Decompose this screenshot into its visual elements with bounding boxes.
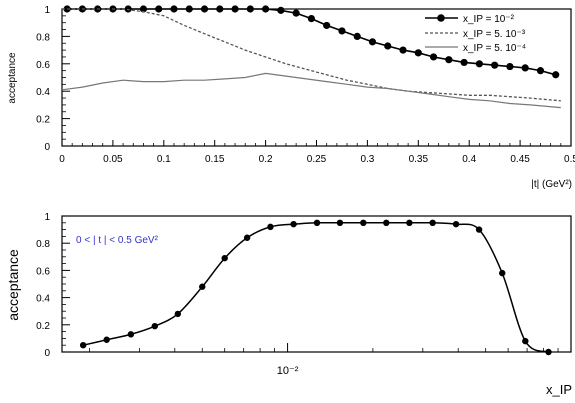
top-series-1-point: [124, 5, 132, 13]
top-series-layer: [61, 5, 561, 109]
top-series-2-line: [62, 8, 561, 102]
bottom-series-point: [429, 219, 436, 226]
bottom-series-point: [151, 322, 158, 330]
top-series-1-point: [246, 5, 254, 13]
top-series-1-point: [323, 21, 331, 30]
bottom-chart: 10⁻² 0 0.2 0.4 0.6 0.8 1 acceptance x_IP 0 < …: [5, 212, 572, 397]
top-series-1-point: [200, 5, 209, 13]
bottom-series-point: [103, 336, 110, 343]
bottom-series-point: [545, 348, 552, 356]
top-series-1-point: [475, 60, 483, 68]
bottom-series-layer: [79, 219, 552, 356]
bottom-series-point: [243, 234, 251, 241]
top-series-1-point: [185, 5, 193, 13]
top-series-1-point: [277, 6, 285, 14]
bottom-y-axis-label: acceptance: [5, 249, 21, 321]
top-series-1-point: [445, 56, 453, 64]
top-x-tick-label: 0.05: [103, 154, 123, 165]
top-x-tick-label: 0.45: [510, 154, 530, 165]
top-series-1-point: [292, 9, 300, 17]
bottom-y-tick-label: 0: [44, 348, 50, 359]
top-series-1-point: [384, 42, 392, 50]
bottom-x-axis-label: x_IP: [546, 382, 572, 397]
top-chart: 0 0.05 0.1 0.15 0.2 0.25 0.3 0.35 0.4 0.45 0.5 0 0.…: [7, 5, 575, 190]
top-series-1-point: [338, 27, 346, 35]
bottom-series-point: [267, 223, 274, 231]
top-series-1-point: [491, 61, 499, 69]
legend-marker-series-1: [437, 14, 445, 22]
top-series-1-point: [262, 5, 270, 13]
top-series-1-point: [414, 49, 422, 57]
bottom-y-tick-label: 0.8: [36, 239, 50, 250]
top-y-ticks: 0 0.2 0.4 0.6 0.8 1: [36, 5, 70, 153]
top-x-axis-label: |t| (GeV²): [531, 179, 572, 190]
top-series-1-point: [536, 67, 545, 75]
top-x-tick-label: 0.4: [462, 154, 476, 165]
legend-label-series-2: x_IP = 5. 10⁻³: [463, 29, 526, 40]
legend-label-series-1: x_IP = 10⁻²: [463, 14, 515, 25]
top-x-tick-label: 0.1: [157, 154, 171, 165]
bottom-series-point: [174, 310, 182, 318]
bottom-y-tick-label: 0.4: [36, 294, 50, 305]
top-series-1-point: [231, 5, 239, 13]
top-series-1-point: [399, 46, 407, 54]
top-x-tick-label: 0.2: [259, 154, 273, 165]
top-series-1-point: [307, 14, 316, 23]
bottom-series-point: [290, 220, 297, 228]
bottom-series-point: [199, 283, 206, 290]
top-y-tick-label: 0.4: [36, 87, 50, 98]
bottom-series-point: [336, 219, 344, 226]
top-series-1-point: [216, 5, 224, 13]
bottom-series-point: [499, 269, 506, 277]
bottom-y-tick-label: 1: [44, 212, 50, 223]
top-series-1-point: [521, 64, 529, 72]
bottom-series-point: [452, 220, 460, 228]
bottom-series-point: [406, 219, 413, 226]
top-x-tick-label: 0.25: [307, 154, 327, 165]
top-y-tick-label: 0.6: [36, 60, 50, 71]
top-series-1-point: [353, 32, 361, 41]
bottom-series-point: [127, 331, 135, 338]
top-x-tick-label: 0.3: [360, 154, 374, 165]
bottom-series-point: [221, 254, 228, 262]
top-y-tick-label: 1: [44, 5, 50, 16]
top-y-tick-label: 0.2: [36, 115, 50, 126]
top-y-axis-label: acceptance: [7, 52, 18, 104]
top-series-1-point: [368, 38, 377, 46]
top-series-1-point: [139, 5, 148, 13]
bottom-series-point: [475, 226, 483, 233]
bottom-series-point: [383, 219, 390, 226]
top-series-1-point: [506, 62, 514, 71]
legend-label-series-3: x_IP = 5. 10⁻⁴: [463, 43, 526, 54]
top-x-tick-label: 0: [59, 154, 65, 165]
bottom-x-ticks: 10⁻²: [89, 343, 559, 377]
top-series-1-point: [460, 58, 468, 67]
bottom-y-ticks: 0 0.2 0.4 0.6 0.8 1: [36, 212, 70, 359]
bottom-series-point: [313, 219, 321, 226]
top-legend: x_IP = 10⁻² x_IP = 5. 10⁻³ x_IP = 5. 10⁻…: [425, 14, 526, 54]
top-x-ticks: 0 0.05 0.1 0.15 0.2 0.25 0.3 0.35 0.4 0.45 0.5: [59, 140, 575, 165]
top-series-1-point: [155, 5, 163, 13]
bottom-y-tick-label: 0.6: [36, 266, 50, 277]
top-series-1-point: [552, 71, 560, 79]
top-series-1-point: [170, 5, 178, 13]
top-plot-frame: [61, 8, 572, 147]
top-x-tick-label: 0.15: [205, 154, 225, 165]
bottom-y-tick-label: 0.2: [36, 321, 50, 332]
bottom-x-tick-label: 10⁻²: [277, 365, 299, 377]
bottom-series-point: [79, 342, 87, 349]
top-series-1-point: [429, 53, 438, 61]
top-x-tick-label: 0.35: [409, 154, 429, 165]
bottom-series-point: [522, 337, 529, 345]
top-series-3-line: [61, 72, 561, 109]
top-y-tick-label: 0: [44, 142, 50, 153]
top-y-tick-label: 0.8: [36, 32, 50, 43]
bottom-annotation: 0 < | t | < 0.5 GeV²: [76, 235, 159, 246]
top-x-tick-label: 0.5: [564, 154, 575, 165]
bottom-series-point: [360, 219, 367, 226]
